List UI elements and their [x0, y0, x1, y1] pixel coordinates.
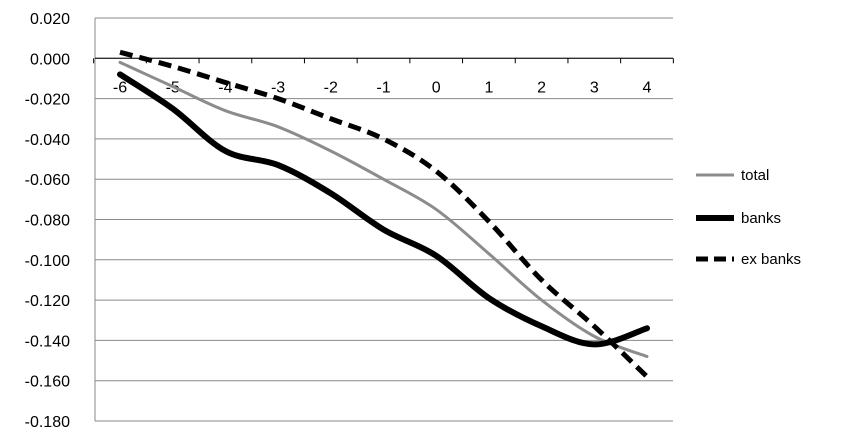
x-axis-tick-labels: -6 -5 -4 -3 -2 -1 0 1 2 3 4: [113, 79, 652, 96]
legend: total banks ex banks: [696, 167, 801, 268]
x-tick-label: 0: [432, 79, 441, 96]
series-line-banks: [117, 71, 650, 348]
y-tick-label: -0.160: [25, 374, 70, 391]
legend-label: ex banks: [741, 251, 801, 268]
series-lines: [117, 49, 650, 379]
series-line-ex-banks: [119, 49, 649, 379]
y-tick-label: 0.020: [30, 11, 70, 28]
y-tick-label: -0.020: [25, 92, 70, 109]
y-tick-label: -0.100: [25, 253, 70, 270]
y-tick-label: 0.000: [30, 51, 70, 68]
x-tick-label: -6: [113, 79, 127, 96]
x-tick-label: -3: [271, 79, 285, 96]
x-tick-label: 2: [537, 79, 546, 96]
x-axis: [93, 57, 674, 64]
x-tick-label: 4: [643, 79, 652, 96]
y-axis-tick-labels: 0.020 0.000 -0.020 -0.040 -0.060 -0.080 -0.100…: [25, 11, 70, 431]
y-tick-label: -0.120: [25, 293, 70, 310]
x-tick-label: 3: [590, 79, 599, 96]
series-line-total: [118, 60, 649, 359]
legend-label: banks: [741, 210, 781, 227]
legend-label: total: [741, 167, 769, 184]
y-tick-label: -0.040: [25, 132, 70, 149]
y-tick-label: -0.140: [25, 333, 70, 350]
y-tick-label: -0.180: [25, 414, 70, 431]
x-tick-label: -1: [376, 79, 390, 96]
y-tick-label: -0.060: [25, 172, 70, 189]
y-tick-label: -0.080: [25, 213, 70, 230]
x-tick-label: 1: [484, 79, 493, 96]
x-tick-label: -2: [324, 79, 338, 96]
